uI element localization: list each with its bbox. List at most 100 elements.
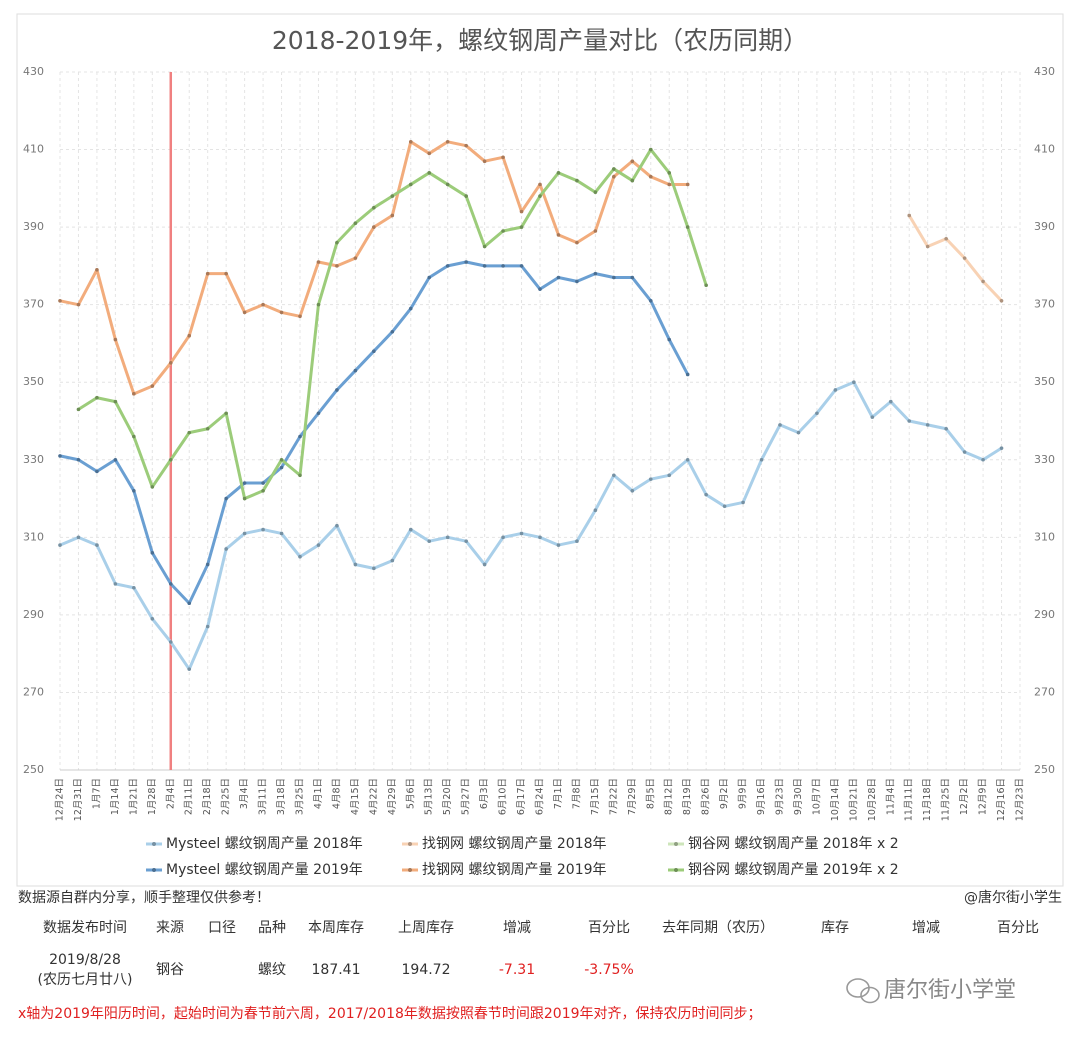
data-point [95, 543, 99, 547]
data-point [464, 194, 468, 198]
data-point [870, 415, 875, 419]
data-point [279, 457, 284, 462]
x-tick-label: 4月1日 [313, 778, 324, 809]
x-tick-label: 8月5日 [645, 778, 656, 809]
table-header: 去年同期（农历） [662, 920, 774, 936]
data-point [242, 496, 247, 501]
table-cell: 187.41 [312, 962, 361, 978]
data-point [298, 434, 302, 439]
x-tick-label: 8月26日 [701, 778, 712, 815]
data-point [907, 419, 912, 423]
x-tick-label: 9月2日 [719, 778, 730, 809]
legend-dot [408, 842, 412, 846]
data-point [261, 527, 265, 532]
table-header: 库存 [821, 920, 849, 936]
data-point [132, 392, 136, 396]
x-tick-label: 2月25日 [221, 778, 232, 815]
data-point [335, 388, 339, 392]
data-point [648, 477, 653, 481]
data-point [648, 298, 653, 303]
data-point [575, 539, 579, 544]
table-cell: (农历七月廿八) [38, 972, 133, 988]
data-point [464, 143, 468, 148]
data-point [187, 667, 192, 671]
data-point [316, 260, 321, 264]
legend-label: 钢谷网 螺纹钢周产量 2018年 x 2 [688, 836, 899, 852]
data-point [58, 454, 62, 458]
legend-dot [152, 842, 156, 846]
data-point [132, 585, 136, 590]
data-point [316, 302, 321, 307]
y2-tick-label: 250 [1034, 763, 1055, 776]
table-header: 百分比 [588, 920, 630, 936]
legend-label: Mysteel 螺纹钢周产量 2018年 [166, 836, 363, 852]
y-tick-label: 410 [23, 143, 44, 156]
y-tick-label: 270 [23, 685, 44, 698]
series-line [907, 214, 1003, 302]
author: @唐尔街小学生 [964, 889, 1062, 906]
data-point [667, 171, 672, 175]
data-point [427, 151, 432, 156]
data-point [852, 380, 856, 385]
data-point [224, 496, 228, 501]
x-tick-label: 12月16日 [996, 778, 1007, 821]
x-tick-label: 7月1日 [553, 778, 564, 809]
data-point [316, 411, 321, 416]
x-tick-label: 6月10日 [498, 778, 509, 815]
data-point [95, 267, 99, 272]
series [76, 147, 708, 501]
data-point [704, 492, 708, 497]
legend-label: 找钢网 螺纹钢周产量 2018年 [422, 836, 607, 852]
data-point [372, 566, 376, 571]
x-tick-label: 10月21日 [848, 778, 859, 821]
data-point [445, 535, 450, 540]
data-point [593, 229, 598, 233]
data-point [187, 601, 192, 606]
y2-tick-label: 410 [1034, 143, 1055, 156]
data-point [408, 527, 413, 532]
data-point [353, 221, 358, 226]
x-tick-label: 7月29日 [627, 778, 638, 815]
x-tick-label: 2月11日 [184, 778, 195, 815]
series [58, 260, 690, 606]
x-tick-label: 9月30日 [793, 778, 804, 815]
data-point [58, 298, 62, 303]
data-point [372, 205, 376, 210]
y-tick-label: 350 [23, 375, 44, 388]
x-tick-label: 1月21日 [128, 778, 139, 815]
data-point [445, 140, 450, 144]
series [58, 140, 690, 396]
y-tick-label: 430 [23, 65, 44, 78]
data-point [113, 582, 118, 586]
data-point [981, 279, 985, 284]
data-point [168, 582, 173, 586]
series [907, 213, 1004, 303]
data-point [464, 260, 468, 264]
x-tick-label: 11月18日 [922, 778, 933, 821]
table-cell: 螺纹 [258, 962, 286, 978]
data-point [132, 489, 136, 493]
data-point [205, 562, 210, 567]
data-point [630, 489, 635, 493]
data-point [962, 256, 967, 260]
data-point [298, 554, 302, 559]
data-point [261, 489, 265, 493]
watermark: 唐尔街小学堂 [884, 978, 1016, 1003]
data-point [685, 457, 690, 462]
data-point [482, 562, 487, 567]
x-tick-label: 7月15日 [590, 778, 601, 815]
data-point [408, 140, 413, 144]
legend-dot [408, 868, 412, 872]
data-point [833, 388, 838, 392]
table-cell: -3.75% [584, 962, 634, 978]
data-point [427, 171, 432, 175]
table-header: 增减 [912, 920, 940, 936]
data-point [353, 256, 358, 260]
data-point [298, 314, 302, 319]
y2-tick-label: 390 [1034, 220, 1055, 233]
data-point [704, 283, 708, 288]
x-tick-label: 12月24日 [55, 778, 66, 821]
data-point [427, 539, 432, 544]
data-point [482, 244, 487, 249]
data-point [685, 372, 690, 377]
